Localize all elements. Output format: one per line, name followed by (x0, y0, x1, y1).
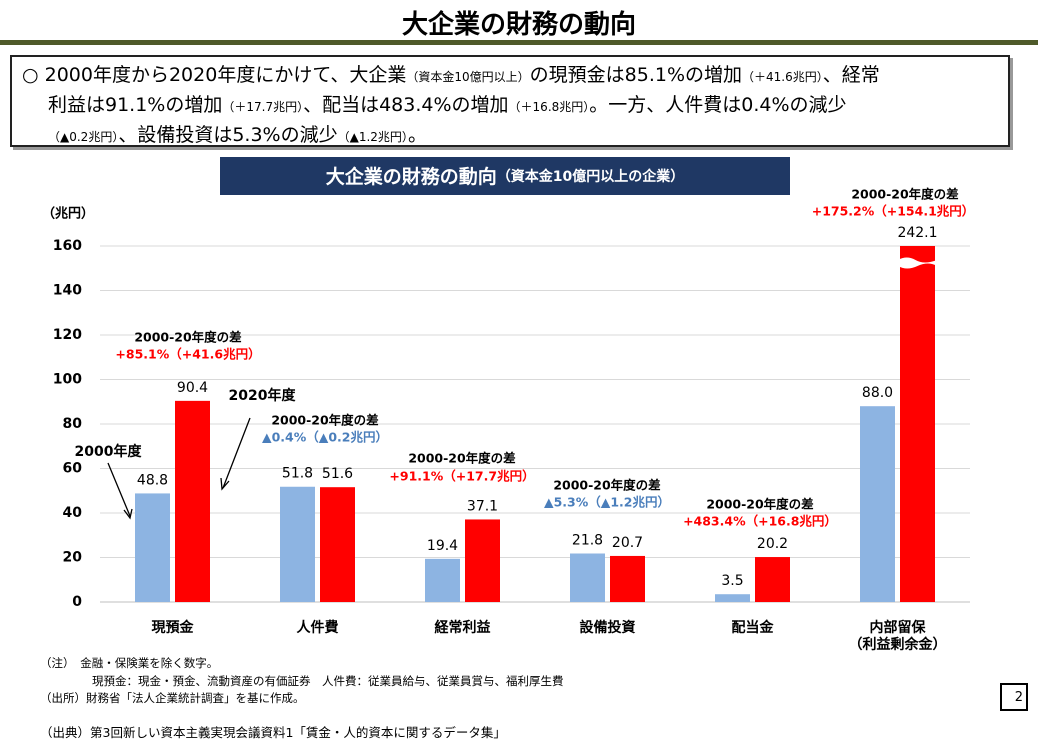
series-label: 2000年度 (75, 443, 143, 460)
page-title: 大企業の財務の動向 (401, 10, 636, 40)
bar (860, 406, 895, 602)
bar (610, 555, 645, 602)
page-number: 2 (1000, 683, 1028, 711)
annotation: 2000-20年度の差 (134, 330, 241, 345)
y-tick-label: 80 (63, 416, 83, 432)
note: （注） 金融・保険業を除く数字。 (40, 656, 219, 670)
summary-text: 、配当は483.4%の増加 (303, 94, 509, 116)
annotation: 2000-20年度の差 (553, 478, 660, 493)
arrow (107, 462, 133, 520)
y-tick-label: 40 (63, 505, 83, 521)
y-axis-label: （兆円） (42, 206, 94, 222)
summary-text: 利益は91.1%の増加 (48, 94, 223, 116)
series-label: 2020年度 (229, 387, 297, 404)
chart-title-banner (220, 157, 790, 195)
annotation: +483.4%（+16.8兆円） (683, 514, 837, 529)
summary-text: の現預金は85.1%の増加 (529, 64, 743, 86)
bar (570, 553, 605, 602)
annotation: 2000-20年度の差 (851, 187, 958, 202)
y-tick-label: 160 (53, 238, 82, 254)
y-tick-label: 120 (53, 327, 82, 343)
annotation: 2000-20年度の差 (408, 451, 515, 466)
note: 現預金：現金・預金、流動資産の有価証券 人件費：従業員給与、従業員賞与、福利厚生… (92, 674, 564, 688)
y-tick-label: 20 (63, 550, 83, 566)
title-rule (0, 40, 1038, 45)
summary-text: 、設備投資は5.3%の減少 (118, 124, 338, 146)
annotation: +85.1%（+41.6兆円） (115, 347, 260, 362)
summary-text: （＋17.7兆円） (222, 100, 304, 114)
axis-break (898, 257, 937, 269)
bar (465, 519, 500, 602)
source: （出典）第3回新しい資本主義実現会議資料1「賃金・人的資本に関するデータ集」 (40, 725, 506, 740)
summary-line: （▲0.2兆円）、設備投資は5.3%の減少（▲1.2兆円）。 (22, 121, 998, 151)
x-tick-label: 現預金 (151, 620, 194, 636)
annotation: +91.1%（+17.7兆円） (389, 469, 534, 484)
value-label: 90.4 (177, 380, 208, 396)
summary-line: 利益は91.1%の増加（＋17.7兆円）、配当は483.4%の増加（＋16.8兆… (22, 91, 998, 121)
x-tick-label: 経常利益 (434, 620, 491, 636)
bar (425, 558, 460, 602)
summary-text: ○ 2000年度から2020年度にかけて、大企業 (22, 64, 407, 86)
summary-line: ○ 2000年度から2020年度にかけて、大企業（資本金10億円以上）の現預金は… (22, 61, 998, 91)
summary-text: （▲1.2兆円） (337, 130, 408, 144)
value-label: 19.4 (427, 538, 458, 554)
bar (175, 400, 210, 602)
x-tick-label: 設備投資 (579, 620, 636, 636)
bar (135, 493, 170, 602)
annotation: 2000-20年度の差 (271, 413, 378, 428)
value-label: 51.6 (322, 466, 353, 482)
bar (900, 246, 935, 602)
value-label: 21.8 (572, 532, 603, 548)
annotation: ▲0.4%（▲0.2兆円） (262, 430, 388, 445)
annotation: +175.2%（+154.1兆円） (812, 204, 975, 219)
summary-text: 、経常 (822, 64, 880, 86)
value-label: 242.1 (897, 225, 937, 241)
y-tick-label: 100 (53, 372, 82, 388)
value-label: 37.1 (467, 498, 498, 514)
value-label: 88.0 (862, 385, 893, 401)
value-label: 51.8 (282, 466, 313, 482)
bar (320, 487, 355, 602)
summary-text: （▲0.2兆円） (48, 130, 119, 144)
chart-title: 大企業の財務の動向（資本金10億円以上の企業） (326, 165, 685, 188)
x-tick-label: 人件費 (296, 620, 339, 636)
summary-text: 。一方、人件費は0.4%の減少 (589, 94, 847, 116)
summary-text: 。 (407, 124, 427, 146)
bar (280, 486, 315, 602)
note: （出所）財務省「法人企業統計調査」を基に作成。 (40, 691, 305, 705)
summary-box: ○ 2000年度から2020年度にかけて、大企業（資本金10億円以上）の現預金は… (10, 55, 1010, 147)
x-tick-label: 配当金 (731, 620, 774, 636)
value-label: 48.8 (137, 472, 168, 488)
bar (755, 557, 790, 602)
y-tick-label: 140 (53, 283, 82, 299)
value-label: 20.7 (612, 535, 643, 551)
summary-text: （＋16.8兆円） (508, 100, 590, 114)
annotation: 2000-20年度の差 (706, 497, 813, 512)
value-label: 20.2 (757, 536, 788, 552)
summary-text: （資本金10億円以上） (406, 70, 530, 84)
y-tick-label: 60 (63, 461, 83, 477)
value-label: 3.5 (721, 573, 743, 589)
summary-text: （＋41.6兆円） (742, 70, 823, 84)
x-tick-label: 内部留保 （利益剰余金） (848, 620, 947, 653)
arrow (220, 417, 251, 491)
y-tick-label: 0 (72, 594, 82, 610)
annotation: ▲5.3%（▲1.2兆円） (544, 495, 670, 510)
bar (715, 594, 750, 602)
